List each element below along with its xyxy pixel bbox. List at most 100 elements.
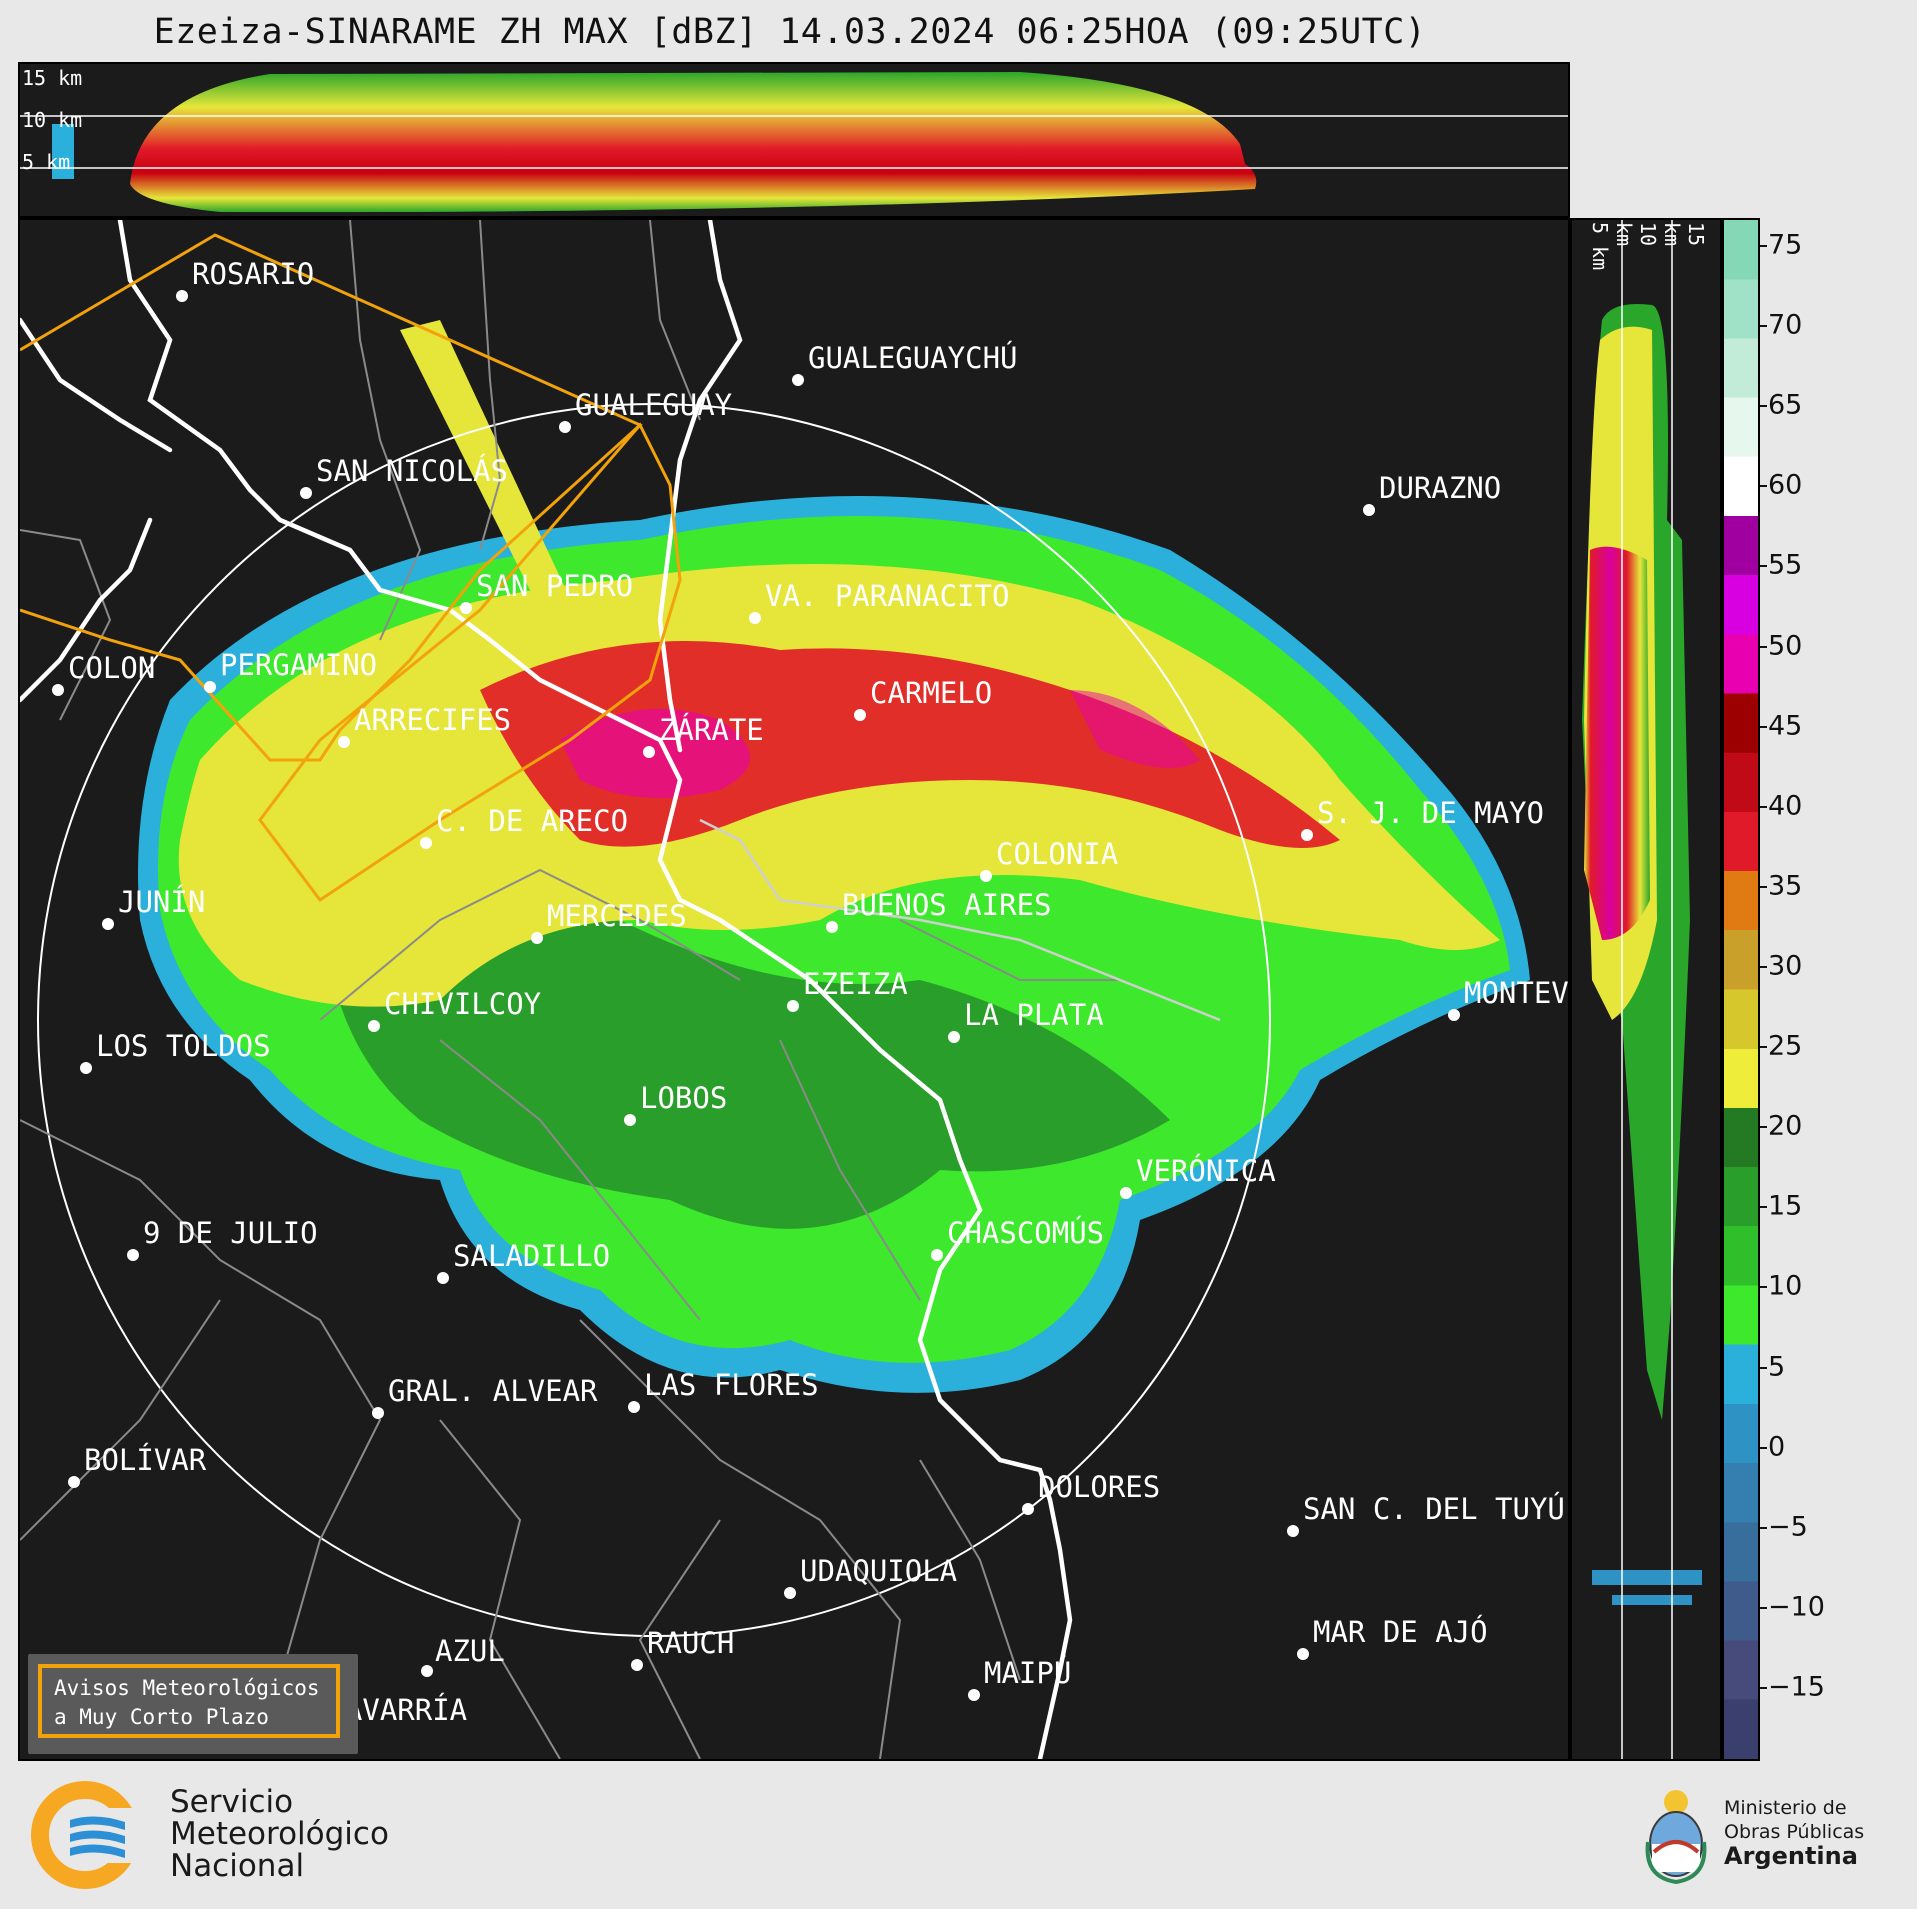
city-label: VERÓNICA [1136,1154,1276,1188]
coastline [20,220,1073,1759]
colorbar-tick-label: 0 [1768,1431,1786,1463]
colorbar-tick-label: 55 [1768,549,1803,581]
colorbar-tick-label: −5 [1768,1511,1808,1543]
city-label: MONTEVIDEO [1464,976,1568,1010]
colorbar-tick-mark [1760,885,1767,888]
colorbar-tick-mark [1760,1126,1767,1129]
city-marker [631,1659,643,1671]
city-label: C. DE ARECO [436,804,628,838]
colorbar-tick-mark [1760,966,1767,968]
right-label-5km: 5 km [1588,222,1612,271]
city-marker [854,709,866,721]
city-label: VA. PARANACITO [765,579,1009,613]
city-label: PERGAMINO [220,648,377,682]
colorbar-tick-label: 20 [1768,1110,1803,1142]
city-label: DURAZNO [1379,471,1501,505]
city-marker [300,487,312,499]
city-label: CHASCOMÚS [947,1216,1104,1250]
city-label: AZUL [435,1634,505,1668]
top-height-profile: 15 km 10 km 5 km [18,62,1570,218]
city-marker [368,1020,380,1032]
city-label: 9 DE JULIO [143,1216,318,1250]
radar-map: ROSARIO GUALEGUAYCHÚ GUALEGUAY SAN NICOLÁS D… [18,218,1570,1761]
argentina-coat-of-arms-icon [1645,1790,1707,1885]
colorbar-tick-label: 60 [1768,469,1803,501]
colorbar-tick-mark [1760,245,1767,247]
city-marker [931,1249,943,1261]
city-marker [1301,829,1313,841]
colorbar-tick-label: 45 [1768,710,1803,742]
city-label: LAS FLORES [644,1368,819,1402]
city-label: JUNÍN [118,885,205,919]
colorbar-tick-label: 10 [1768,1270,1803,1302]
mop-line-1: Ministerio de [1724,1797,1847,1819]
city-label: ZÁRATE [659,713,764,747]
colorbar-tick-mark [1760,805,1767,808]
city-marker [628,1401,640,1413]
radar-map-graphic: ROSARIO GUALEGUAYCHÚ GUALEGUAY SAN NICOLÁS D… [20,220,1568,1759]
city-label: COLON [68,651,155,685]
city-marker [792,374,804,386]
city-marker [784,1587,796,1599]
colorbar-tick-label: 70 [1768,309,1803,341]
warning-polygon-central [258,422,682,903]
city-marker [1363,504,1375,516]
city-label: CARMELO [870,676,992,710]
colorbar-tick-label: 5 [1768,1351,1786,1383]
city-marker [624,1114,636,1126]
city-marker [948,1031,960,1043]
colorbar-tick-mark [1760,1446,1767,1449]
city-label: COLONIA [996,837,1118,871]
city-marker [1448,1009,1460,1021]
city-marker [559,421,571,433]
admin-borders [20,220,1221,1759]
colorbar-tick-label: 30 [1768,950,1803,982]
city-marker [980,870,992,882]
top-label-5km: 5 km [22,150,71,174]
city-marker [127,1249,139,1261]
colorbar-tick-mark [1760,725,1767,728]
city-label: UDAQUIOLA [800,1554,957,1588]
legend-line-1: Avisos Meteorológicos [54,1676,320,1700]
city-label: LOS TOLDOS [96,1029,271,1063]
colorbar-tick-mark [1760,325,1767,328]
dbz-colorbar [1722,218,1760,1761]
top-profile-graphic [20,72,1568,213]
city-marker [338,736,350,748]
city-label: ARRECIFES [354,703,511,737]
right-profile-graphic [1582,220,1702,1759]
city-marker [787,1000,799,1012]
city-label: CHIVILCOY [384,987,541,1021]
city-label: SAN PEDRO [476,569,633,603]
colorbar-tick-label: −10 [1768,1591,1825,1623]
top-label-15km: 15 km [22,66,83,90]
right-height-profile: 5 km 10 km 15 km [1570,218,1722,1761]
colorbar-tick-label: −15 [1768,1671,1825,1703]
city-label: GUALEGUAY [575,388,732,422]
city-marker [1287,1525,1299,1537]
colorbar-tick-mark [1760,1046,1767,1049]
right-label-15km: 15 km [1660,222,1708,247]
colorbar-tick-label: 75 [1768,229,1803,261]
smn-line-2: Meteorológico [170,1816,389,1852]
right-label-10km: 10 km [1612,222,1660,247]
city-label: ROSARIO [192,257,314,291]
mop-line-2: Obras Públicas [1724,1821,1865,1843]
city-label: MAIPÚ [984,1656,1071,1690]
city-marker [68,1476,80,1488]
colorbar-tick-mark [1760,1366,1767,1369]
colorbar-tick-mark [1760,1286,1767,1289]
page-title: Ezeiza-SINARAME ZH MAX [dBZ] 14.03.2024 … [153,12,1427,52]
colorbar-tick-mark [1760,1526,1767,1529]
city-markers-layer: ROSARIO GUALEGUAYCHÚ GUALEGUAY SAN NICOLÁS D… [52,257,1568,1727]
city-marker [204,681,216,693]
warning-legend: Avisos Meteorológicos a Muy Corto Plazo [28,1654,358,1754]
city-label: BUENOS AIRES [842,888,1052,922]
colorbar-tick-label: 40 [1768,790,1803,822]
city-label: RAUCH [647,1626,734,1660]
city-label: BOLÍVAR [84,1443,207,1477]
city-label: SALADILLO [453,1239,610,1273]
warning-polygon-north [20,233,643,762]
mop-wordmark: Ministerio de Obras Públicas Argentina [1724,1796,1864,1870]
city-marker [749,612,761,624]
